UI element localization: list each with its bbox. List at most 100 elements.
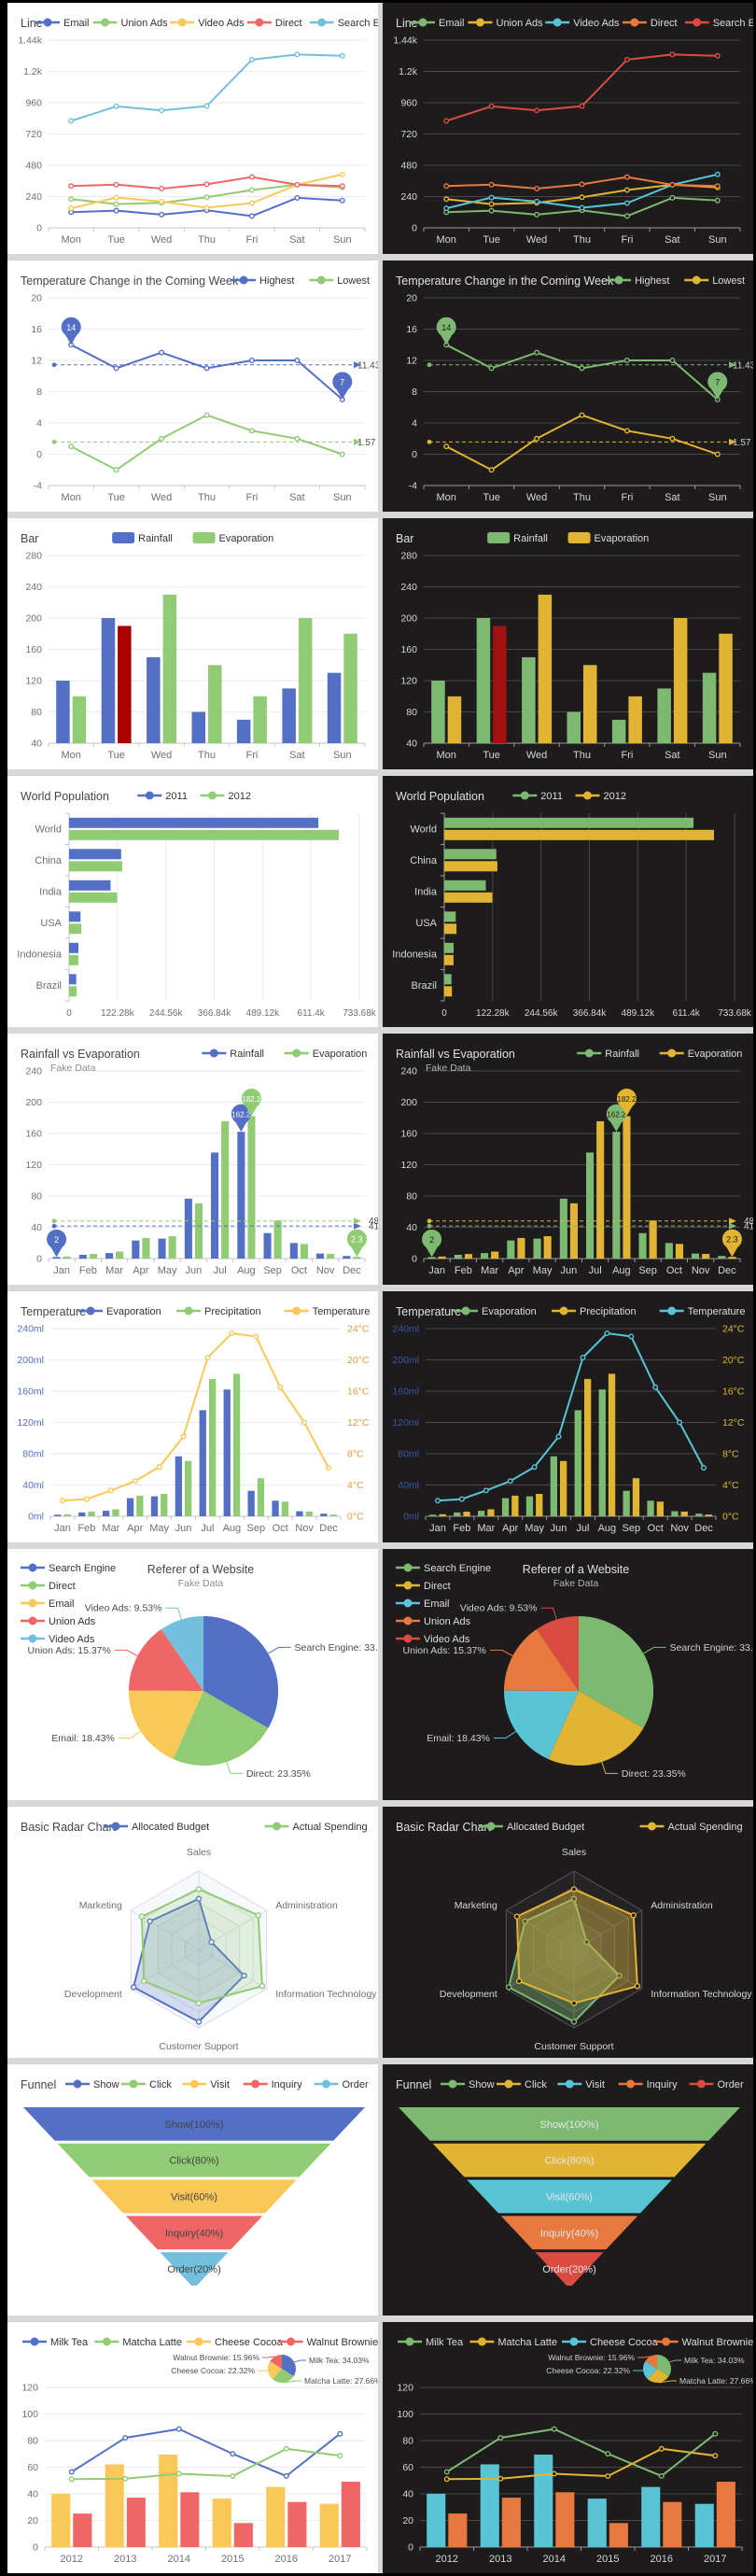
funnel-slice-order[interactable] (160, 2252, 229, 2286)
bar-rainfall-2[interactable] (147, 656, 161, 743)
funnel-slice-order[interactable] (535, 2252, 604, 2286)
bar-rainfall-1[interactable] (454, 1254, 462, 1259)
bar-rainfall-4[interactable] (158, 1238, 166, 1259)
bar-precipitation-9[interactable] (281, 1501, 288, 1516)
bar-cheese-cocoa-4[interactable] (266, 2486, 286, 2547)
chart-canvas-radar-dark[interactable]: Sales Administration Information Technolog… (383, 1807, 753, 2058)
bar-rainfall-6[interactable] (327, 672, 342, 743)
line-union-ads[interactable] (446, 183, 718, 205)
bar-evaporation-5[interactable] (194, 1203, 203, 1259)
legend-item-order[interactable]: Order (689, 2079, 744, 2090)
pie-slice-search-engine[interactable] (579, 1616, 654, 1728)
bar-evaporation-11[interactable] (320, 1513, 328, 1516)
bar-evaporation-8[interactable] (273, 1220, 282, 1259)
bar-precipitation-10[interactable] (680, 1512, 688, 1516)
bar-2012-world[interactable] (69, 829, 339, 840)
bar-rainfall-5[interactable] (559, 1198, 567, 1259)
bar-walnut-brownie-1[interactable] (501, 2498, 521, 2547)
legend-item-actual-spending[interactable]: Actual Spending (264, 1822, 368, 1833)
pie-slice-direct[interactable] (548, 1691, 644, 1767)
funnel-slice-inquiry[interactable] (500, 2216, 638, 2250)
legend-item-video-ads[interactable]: Video Ads (21, 1634, 95, 1645)
legend-item-evaporation[interactable]: Evaporation (284, 1049, 368, 1060)
bar-evaporation-3[interactable] (208, 665, 222, 744)
bar-evaporation-6[interactable] (574, 1410, 581, 1516)
bar-evaporation-0[interactable] (438, 1256, 446, 1259)
bar-evaporation-7[interactable] (223, 1389, 231, 1516)
inset-pie-slice-milk-tea[interactable] (282, 2355, 296, 2377)
bar-2012-world[interactable] (444, 829, 714, 840)
bar-2011-indonesia[interactable] (444, 942, 454, 953)
bar-precipitation-8[interactable] (257, 1478, 265, 1516)
bar-precipitation-11[interactable] (705, 1514, 712, 1516)
bar-2011-india[interactable] (444, 880, 486, 891)
legend-item-search-engine[interactable]: Search Engine (684, 18, 753, 29)
bar-precipitation-3[interactable] (511, 1495, 519, 1516)
bar-precipitation-9[interactable] (656, 1501, 664, 1516)
bar-evaporation-2[interactable] (103, 1511, 110, 1516)
bar-2011-usa[interactable] (444, 911, 456, 922)
legend-item-temperature[interactable]: Temperature (284, 1306, 371, 1317)
bar-evaporation-1[interactable] (454, 1512, 461, 1516)
legend-item-highest[interactable]: Highest (607, 275, 669, 287)
legend-item-video-ads[interactable]: Video Ads (545, 18, 620, 29)
bar-rainfall-0[interactable] (56, 681, 70, 743)
legend-item-direct[interactable]: Direct (396, 1581, 451, 1592)
bar-2012-indonesia[interactable] (444, 954, 454, 965)
inset-pie-slice-matcha-latte[interactable] (647, 2369, 669, 2383)
line-temperature[interactable] (437, 1332, 705, 1502)
legend-item-rainfall[interactable]: Rainfall (202, 1049, 264, 1060)
bar-precipitation-2[interactable] (112, 1509, 119, 1517)
legend-item-precipitation[interactable]: Precipitation (552, 1306, 637, 1317)
bar-precipitation-4[interactable] (536, 1494, 543, 1516)
bar-cheese-cocoa-1[interactable] (480, 2464, 499, 2547)
bar-rainfall-3[interactable] (132, 1240, 140, 1259)
pie-slice-union-ads[interactable] (504, 1629, 579, 1691)
bar-cheese-cocoa-5[interactable] (319, 2503, 339, 2547)
bar-evaporation-0[interactable] (72, 696, 87, 744)
pie-slice-email[interactable] (503, 1690, 579, 1760)
bar-precipitation-2[interactable] (487, 1509, 495, 1517)
bar-precipitation-0[interactable] (63, 1513, 71, 1516)
inset-pie-slice-walnut-brownie[interactable] (645, 2355, 657, 2369)
chart-canvas-bar-light[interactable]: 40 80 120 160 200 240 280 Mon Tue Wed Thu Fri Sat Sun… (7, 518, 378, 769)
bar-precipitation-7[interactable] (608, 1373, 616, 1516)
bar-rainfall-2[interactable] (481, 1253, 489, 1259)
bar-cheese-cocoa-2[interactable] (159, 2455, 178, 2547)
bar-precipitation-3[interactable] (136, 1495, 144, 1516)
bar-walnut-brownie-3[interactable] (609, 2523, 628, 2547)
bar-precipitation-8[interactable] (632, 1478, 640, 1516)
legend-item-visit[interactable]: Visit (182, 2079, 230, 2090)
bar-evaporation-3[interactable] (501, 1498, 510, 1516)
bar-walnut-brownie-1[interactable] (126, 2498, 146, 2547)
bar-evaporation-10[interactable] (296, 1511, 303, 1516)
bar-rainfall-0[interactable] (52, 1257, 61, 1259)
bar-evaporation-0[interactable] (63, 1256, 71, 1259)
chart-canvas-temp-week-dark[interactable]: -4 0 4 8 12 16 20 Mon Tue Wed Thu Fri Sat Sun 11.43 1.5… (383, 260, 753, 512)
legend-item-evaporation[interactable]: Evaporation (567, 532, 650, 544)
bar-precipitation-6[interactable] (209, 1378, 217, 1516)
chart-canvas-rainfall-evaporation-light[interactable]: 0 40 80 120 160 200 240 Jan Feb Mar Apr May Jun Jul Au… (7, 1034, 378, 1285)
bar-evaporation-6[interactable] (343, 633, 357, 743)
funnel-slice-visit[interactable] (91, 2179, 297, 2214)
bar-rainfall-4[interactable] (533, 1238, 541, 1259)
legend-item-click[interactable]: Click (121, 2079, 172, 2090)
bar-precipitation-6[interactable] (584, 1378, 592, 1516)
bar-evaporation-10[interactable] (671, 1511, 679, 1516)
line-search-engine[interactable] (445, 53, 718, 122)
legend-item-union-ads[interactable]: Union Ads (92, 18, 169, 29)
bar-2011-india[interactable] (69, 880, 111, 891)
bar-evaporation-8[interactable] (649, 1220, 657, 1259)
bar-walnut-brownie-5[interactable] (716, 2482, 735, 2547)
bar-2012-china[interactable] (444, 861, 497, 872)
inset-pie-slice-matcha-latte[interactable] (272, 2369, 294, 2383)
bar-rainfall-9[interactable] (289, 1243, 298, 1260)
chart-canvas-temp-week-light[interactable]: -4 0 4 8 12 16 20 Mon Tue Wed Thu Fri Sat Sun 11.43 1.5… (7, 260, 378, 512)
pie-slice-video-ads[interactable] (161, 1616, 203, 1691)
bar-evaporation-6[interactable] (596, 1120, 605, 1259)
bar-2012-usa[interactable] (69, 923, 82, 935)
bar-rainfall-4[interactable] (236, 719, 251, 743)
bar-rainfall-2[interactable] (522, 656, 536, 743)
inset-pie-slice-cheese-cocoa[interactable] (267, 2361, 282, 2380)
bar-precipitation-1[interactable] (88, 1512, 95, 1516)
